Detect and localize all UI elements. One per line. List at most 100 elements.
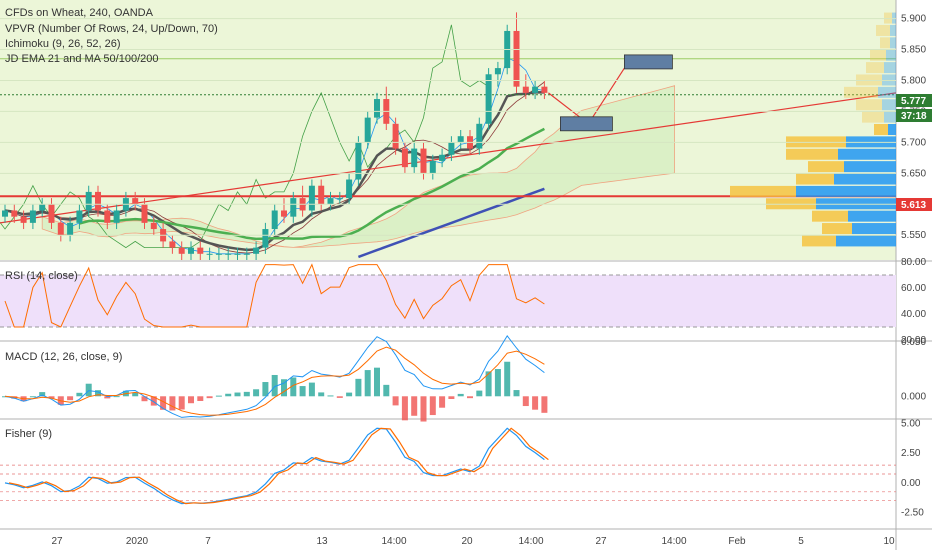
macd-tick-label: 0.000 xyxy=(901,391,926,402)
candle-body xyxy=(532,86,539,93)
candle-body xyxy=(206,253,213,255)
axes-group: 5.9005.8505.8005.7505.7005.6505.6005.550… xyxy=(0,14,926,547)
macd-histogram-bar xyxy=(383,384,390,397)
macd-histogram-bar xyxy=(188,396,194,404)
rsi-tick-label: 20.00 xyxy=(901,335,926,346)
candle-body xyxy=(392,123,399,149)
candle-body xyxy=(141,204,148,223)
legend-ichimoku[interactable]: Ichimoku (9, 26, 52, 26) xyxy=(5,38,121,50)
price-tick-label: 5.900 xyxy=(901,14,926,25)
fisher-tick-label: -2.50 xyxy=(901,508,924,519)
candle-body xyxy=(281,210,287,217)
time-tick-label: 13 xyxy=(316,536,328,547)
candle-body xyxy=(113,210,120,223)
candle-body xyxy=(336,198,343,200)
macd-histogram-bar xyxy=(336,396,343,398)
candle-body xyxy=(2,210,8,217)
candle-body xyxy=(262,229,269,248)
candle-body xyxy=(522,86,529,93)
legend-vpvr[interactable]: VPVR (Number Of Rows, 24, Up/Down, 70) xyxy=(5,23,218,35)
macd-histogram-bar xyxy=(104,396,111,399)
volume-profile-up-bar xyxy=(852,223,896,235)
macd-signal-line xyxy=(4,346,545,416)
legend-macd[interactable]: MACD (12, 26, close, 9) xyxy=(5,351,122,363)
macd-series-group xyxy=(2,335,548,422)
candle-body xyxy=(178,247,185,254)
volume-profile-up-bar xyxy=(834,173,896,185)
volume-profile-down-bar xyxy=(796,173,834,185)
macd-histogram-bar xyxy=(29,396,36,398)
fisher-trigger-line xyxy=(8,427,549,505)
macd-histogram-bar xyxy=(48,396,55,399)
price-tick-label: 5.550 xyxy=(901,230,926,241)
macd-histogram-bar xyxy=(429,396,436,416)
legend-ema-ma[interactable]: JD EMA 21 and MA 50/100/200 xyxy=(5,53,159,65)
time-tick-label: 20 xyxy=(461,536,473,547)
volume-profile-down-bar xyxy=(808,161,844,173)
macd-histogram-bar xyxy=(355,378,362,397)
legend-fisher[interactable]: Fisher (9) xyxy=(5,428,52,440)
fisher-tick-label: 2.50 xyxy=(901,448,921,459)
macd-histogram-bar xyxy=(513,390,520,397)
macd-histogram-bar xyxy=(197,396,204,401)
macd-line xyxy=(4,335,545,418)
candle-body xyxy=(448,142,455,155)
legend-symbol[interactable]: CFDs on Wheat, 240, OANDA xyxy=(5,7,154,19)
candle-body xyxy=(95,191,101,211)
macd-histogram-bar xyxy=(392,396,399,406)
volume-profile-down-bar xyxy=(786,148,838,160)
macd-histogram-bar xyxy=(271,374,278,397)
candle-body xyxy=(76,210,83,223)
candle-body xyxy=(29,210,36,223)
candle-body xyxy=(20,216,27,223)
volume-profile-down-bar xyxy=(844,86,878,98)
macd-histogram-bar xyxy=(346,392,353,397)
fisher-series-group xyxy=(0,427,896,505)
macd-histogram-bar xyxy=(411,396,418,416)
macd-histogram-bar xyxy=(262,382,269,397)
fisher-tick-label: 0.00 xyxy=(901,478,921,489)
fisher-tick-label: 5.00 xyxy=(901,419,921,430)
candle-body xyxy=(327,198,334,205)
volume-profile-up-bar xyxy=(796,185,896,197)
candle-body xyxy=(485,74,492,124)
volume-profile-up-bar xyxy=(844,161,896,173)
volume-profile-down-bar xyxy=(862,111,884,123)
price-series-group xyxy=(0,12,897,260)
support-price-tag xyxy=(896,198,932,211)
candle-body xyxy=(420,148,427,174)
legend-rsi[interactable]: RSI (14, close) xyxy=(5,270,78,282)
macd-histogram-bar xyxy=(327,395,334,397)
candle-body xyxy=(513,30,520,87)
macd-histogram-bar xyxy=(457,393,464,397)
time-tick-label: 14:00 xyxy=(661,536,686,547)
volume-profile-up-bar xyxy=(882,99,896,111)
volume-profile-down-bar xyxy=(822,223,852,235)
macd-histogram-bar xyxy=(39,392,46,397)
volume-profile-up-bar xyxy=(888,124,896,135)
macd-histogram-bar xyxy=(215,395,222,397)
rsi-line xyxy=(4,263,545,328)
macd-histogram-bar xyxy=(243,391,250,397)
candle-body xyxy=(439,154,446,161)
countdown-label: 37:18 xyxy=(901,111,927,122)
candle-body xyxy=(11,210,18,217)
macd-histogram-bar xyxy=(401,396,408,421)
ma-100-line xyxy=(357,187,545,259)
time-tick-label: 10 xyxy=(883,536,895,547)
candle-body xyxy=(253,247,260,254)
volume-profile-down-bar xyxy=(866,62,884,74)
macd-tick-label: 0.050 xyxy=(901,337,926,348)
candle-body xyxy=(132,198,139,205)
candle-body xyxy=(374,99,380,118)
macd-histogram-bar xyxy=(113,396,120,398)
volume-profile-up-bar xyxy=(884,111,896,123)
macd-histogram-bar xyxy=(504,361,511,397)
macd-histogram-bar xyxy=(206,396,213,399)
price-tick-label: 5.800 xyxy=(901,75,926,86)
macd-histogram-bar xyxy=(178,396,185,410)
candle-body xyxy=(541,86,548,93)
macd-histogram-bar xyxy=(299,386,306,397)
